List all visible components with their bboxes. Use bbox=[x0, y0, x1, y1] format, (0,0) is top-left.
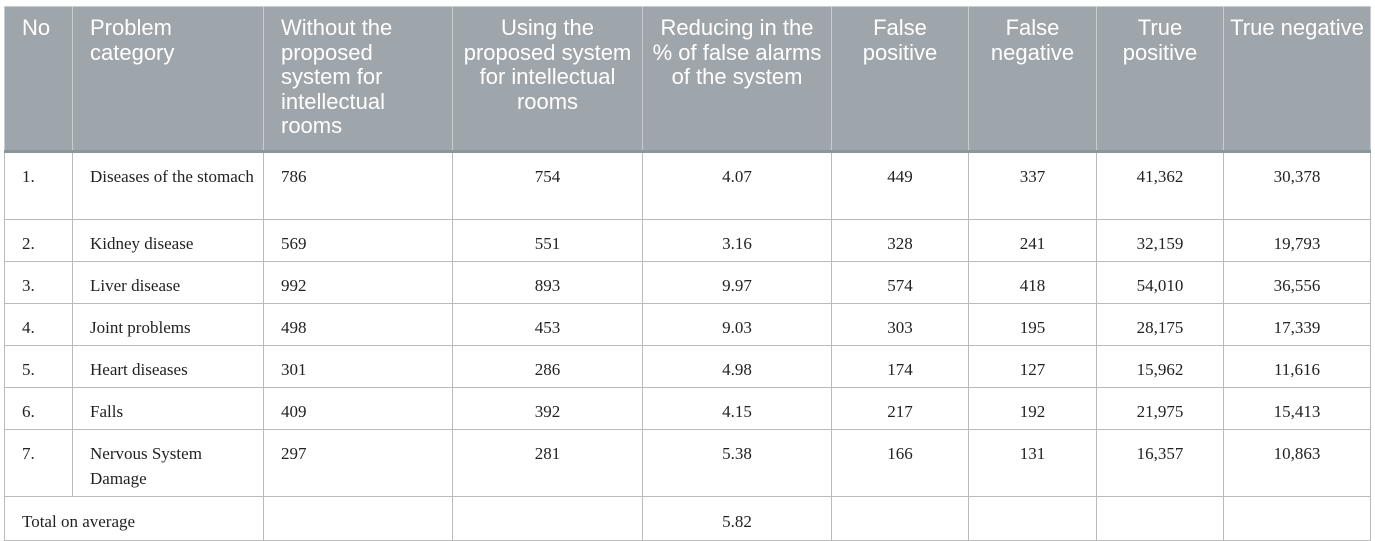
table-row: 7. Nervous System Damage 297 281 5.38 16… bbox=[4, 429, 1371, 497]
cell-false-negative: 131 bbox=[968, 429, 1097, 497]
cell-false-negative: 195 bbox=[968, 303, 1097, 346]
cell-reduction: 3.16 bbox=[642, 219, 832, 262]
cell-category: Heart diseases bbox=[72, 345, 264, 388]
cell-without: 301 bbox=[263, 345, 453, 388]
cell-true-positive: 15,962 bbox=[1096, 345, 1224, 388]
cell-without: 992 bbox=[263, 261, 453, 304]
header-using-system: Using the proposed system for intellectu… bbox=[452, 6, 643, 153]
header-without-system: Without the proposed system for intellec… bbox=[263, 6, 453, 153]
cell-false-positive: 217 bbox=[831, 387, 969, 430]
cell-without: 786 bbox=[263, 151, 453, 220]
cell-without: 498 bbox=[263, 303, 453, 346]
header-false-negative: False negative bbox=[968, 6, 1097, 153]
total-empty-cell bbox=[831, 496, 969, 541]
total-reduction: 5.82 bbox=[642, 496, 832, 541]
cell-true-negative: 10,863 bbox=[1223, 429, 1371, 497]
table-row: 6. Falls 409 392 4.15 217 192 21,975 15,… bbox=[4, 387, 1371, 430]
cell-true-negative: 36,556 bbox=[1223, 261, 1371, 304]
cell-reduction: 4.07 bbox=[642, 151, 832, 220]
cell-true-positive: 32,159 bbox=[1096, 219, 1224, 262]
cell-using: 392 bbox=[452, 387, 643, 430]
header-problem-category: Problem category bbox=[72, 6, 264, 153]
cell-no: 4. bbox=[4, 303, 73, 346]
cell-no: 5. bbox=[4, 345, 73, 388]
total-empty-cell bbox=[1223, 496, 1371, 541]
cell-true-positive: 54,010 bbox=[1096, 261, 1224, 304]
cell-true-negative: 15,413 bbox=[1223, 387, 1371, 430]
cell-reduction: 9.03 bbox=[642, 303, 832, 346]
cell-using: 286 bbox=[452, 345, 643, 388]
cell-category: Joint problems bbox=[72, 303, 264, 346]
cell-false-negative: 418 bbox=[968, 261, 1097, 304]
table-row: 2. Kidney disease 569 551 3.16 328 241 3… bbox=[4, 219, 1371, 262]
cell-category: Falls bbox=[72, 387, 264, 430]
header-reduction-percent: Reducing in the % of false alarms of the… bbox=[642, 6, 832, 153]
cell-reduction: 9.97 bbox=[642, 261, 832, 304]
cell-false-negative: 241 bbox=[968, 219, 1097, 262]
cell-true-negative: 30,378 bbox=[1223, 151, 1371, 220]
total-empty-cell bbox=[968, 496, 1097, 541]
cell-using: 551 bbox=[452, 219, 643, 262]
cell-using: 754 bbox=[452, 151, 643, 220]
cell-without: 409 bbox=[263, 387, 453, 430]
cell-false-negative: 192 bbox=[968, 387, 1097, 430]
total-label: Total on average bbox=[4, 496, 264, 541]
total-row: Total on average 5.82 bbox=[4, 496, 1371, 541]
cell-reduction: 4.98 bbox=[642, 345, 832, 388]
cell-false-positive: 166 bbox=[831, 429, 969, 497]
header-true-negative: True negative bbox=[1223, 6, 1371, 153]
cell-false-negative: 127 bbox=[968, 345, 1097, 388]
cell-category: Nervous System Damage bbox=[72, 429, 264, 497]
header-no: No bbox=[4, 6, 73, 153]
cell-false-positive: 328 bbox=[831, 219, 969, 262]
cell-reduction: 4.15 bbox=[642, 387, 832, 430]
cell-true-positive: 16,357 bbox=[1096, 429, 1224, 497]
cell-using: 893 bbox=[452, 261, 643, 304]
cell-no: 7. bbox=[4, 429, 73, 497]
cell-true-positive: 28,175 bbox=[1096, 303, 1224, 346]
cell-reduction: 5.38 bbox=[642, 429, 832, 497]
cell-using: 281 bbox=[452, 429, 643, 497]
cell-no: 6. bbox=[4, 387, 73, 430]
cell-false-positive: 303 bbox=[831, 303, 969, 346]
cell-category: Diseases of the stomach bbox=[72, 151, 264, 220]
cell-false-positive: 574 bbox=[831, 261, 969, 304]
cell-false-positive: 174 bbox=[831, 345, 969, 388]
cell-true-negative: 11,616 bbox=[1223, 345, 1371, 388]
results-table: No Problem category Without the proposed… bbox=[4, 6, 1371, 541]
cell-without: 297 bbox=[263, 429, 453, 497]
cell-true-positive: 21,975 bbox=[1096, 387, 1224, 430]
table-row: 4. Joint problems 498 453 9.03 303 195 2… bbox=[4, 303, 1371, 346]
cell-without: 569 bbox=[263, 219, 453, 262]
total-empty-cell bbox=[263, 496, 453, 541]
header-row: No Problem category Without the proposed… bbox=[4, 6, 1371, 153]
cell-true-positive: 41,362 bbox=[1096, 151, 1224, 220]
cell-true-negative: 17,339 bbox=[1223, 303, 1371, 346]
total-empty-cell bbox=[452, 496, 643, 541]
cell-no: 2. bbox=[4, 219, 73, 262]
cell-true-negative: 19,793 bbox=[1223, 219, 1371, 262]
table-row: 5. Heart diseases 301 286 4.98 174 127 1… bbox=[4, 345, 1371, 388]
cell-using: 453 bbox=[452, 303, 643, 346]
header-true-positive: True positive bbox=[1096, 6, 1224, 153]
cell-category: Kidney disease bbox=[72, 219, 264, 262]
cell-category: Liver disease bbox=[72, 261, 264, 304]
cell-no: 1. bbox=[4, 151, 73, 220]
table-row: 1. Diseases of the stomach 786 754 4.07 … bbox=[4, 151, 1371, 220]
cell-no: 3. bbox=[4, 261, 73, 304]
table-row: 3. Liver disease 992 893 9.97 574 418 54… bbox=[4, 261, 1371, 304]
cell-false-positive: 449 bbox=[831, 151, 969, 220]
total-empty-cell bbox=[1096, 496, 1224, 541]
cell-false-negative: 337 bbox=[968, 151, 1097, 220]
header-false-positive: False positive bbox=[831, 6, 969, 153]
